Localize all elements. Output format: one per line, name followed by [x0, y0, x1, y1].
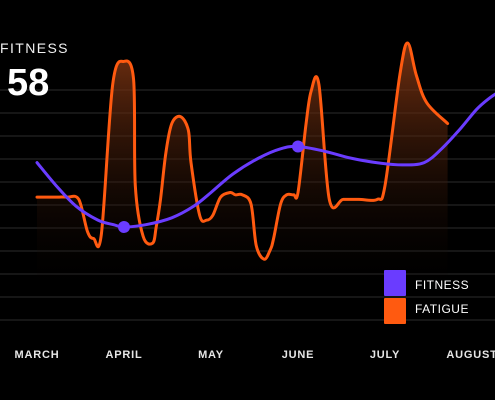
fitness-point-marker — [292, 140, 304, 153]
fatigue-fill-area — [37, 43, 448, 296]
metric-label: FITNESS — [0, 40, 69, 56]
x-tick-label: MAY — [198, 349, 224, 361]
legend-swatch-fatigue — [384, 298, 406, 324]
series-markers — [118, 140, 304, 233]
legend-label-fatigue: FATIGUE — [415, 302, 469, 316]
metric-value: 58 — [7, 62, 50, 104]
legend: FITNESS FATIGUE — [384, 270, 469, 324]
x-axis-labels: MARCH APRIL MAY JUNE JULY AUGUST — [15, 349, 495, 361]
fitness-point-marker — [118, 221, 130, 233]
x-tick-label: JULY — [370, 349, 400, 361]
legend-label-fitness: FITNESS — [415, 278, 469, 292]
x-tick-label: MARCH — [15, 349, 60, 361]
series-line-fatigue — [35, 41, 450, 261]
legend-swatch-fitness — [384, 270, 406, 296]
x-tick-label: APRIL — [106, 349, 143, 361]
x-tick-label: AUGUST — [446, 349, 495, 361]
series-line-fitness — [35, 92, 495, 229]
fatigue-area — [37, 43, 448, 296]
series-lines — [35, 41, 495, 261]
x-tick-label: JUNE — [282, 349, 315, 361]
